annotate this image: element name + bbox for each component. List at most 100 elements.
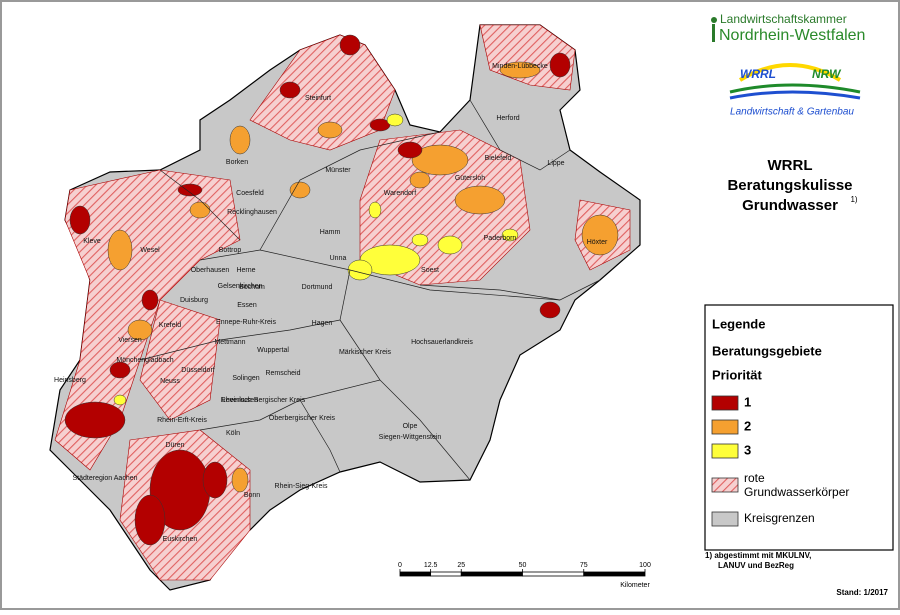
- logo-wave-blue: [729, 90, 861, 100]
- district-label: Bonn: [244, 492, 260, 499]
- district-boundaries: [139, 99, 601, 481]
- district-label: Duisburg: [180, 297, 208, 304]
- district-label: Olpe: [403, 423, 418, 430]
- logo-nrw-text: NRW: [812, 67, 842, 81]
- title-line3: Grundwasser: [742, 197, 838, 214]
- district-label: Städteregion Aachen: [73, 475, 138, 482]
- scale-segment: [460, 571, 523, 577]
- scale-unit: Kilometer: [620, 582, 650, 589]
- district-label: Soest: [421, 267, 439, 274]
- legend-heading: Legende: [712, 316, 765, 331]
- district-label: Viersen: [118, 337, 142, 344]
- legend-swatch: [711, 443, 739, 459]
- district-label: Köln: [226, 430, 240, 437]
- scale-tick-label: 0: [398, 562, 402, 569]
- district-label: Minden-Lübbecke: [492, 63, 548, 70]
- district-label: Coesfeld: [236, 190, 264, 197]
- district-label: Kleve: [83, 238, 101, 245]
- district-label: Siegen-Wittgenstein: [379, 434, 442, 441]
- legend-swatch: [711, 395, 739, 411]
- scale-tick-label: 100: [639, 562, 651, 569]
- district-label: Oberbergischer Kreis: [269, 415, 336, 422]
- scale-tick-label: 25: [457, 562, 465, 569]
- district-label: Essen: [237, 302, 257, 309]
- district-label: Bochum: [239, 284, 265, 291]
- map: Minden-Lübbecke Herford Lippe Bielefeld Güte…: [49, 24, 641, 591]
- district-label: Düren: [165, 442, 184, 449]
- district-label: Dortmund: [302, 284, 333, 291]
- legend-label-line: Grundwasserkörper: [744, 485, 849, 499]
- stand: Stand: 1/2017: [836, 588, 888, 597]
- logo-tagline: Landwirtschaft & Gartenbau: [730, 107, 854, 118]
- district-label: Herne: [236, 267, 255, 274]
- district-label: Münster: [325, 167, 351, 174]
- district-label: Mönchengladbach: [116, 357, 173, 364]
- scale-tick-label: 12.5: [424, 562, 438, 569]
- district-label: Remscheid: [265, 370, 300, 377]
- legend: Legende Beratungsgebiete Priorität 1 2 3 ro…: [704, 304, 894, 551]
- district-label: Rhein-Erft-Kreis: [157, 417, 207, 424]
- title-line1: WRRL: [768, 157, 813, 174]
- district-label: Bielefeld: [485, 155, 512, 162]
- district-label: Hagen: [312, 320, 333, 327]
- district-label: Oberhausen: [191, 267, 230, 274]
- district-label: Hochsauerlandkreis: [411, 339, 473, 346]
- title: WRRL Beratungskulisse Grundwasser 1): [727, 157, 857, 214]
- scale-bar: 0 12.5 25 50 75 100 Kilometer: [398, 562, 651, 589]
- district-label: Gelsenkirchen: [218, 283, 263, 290]
- district-label: Leverkusen: [222, 397, 258, 404]
- legend-label: Kreisgrenzen: [744, 511, 815, 525]
- logo-arc: [738, 63, 842, 82]
- logo-dot: [711, 17, 717, 23]
- district-label: Recklinghausen: [227, 209, 277, 216]
- district-label: Lippe: [547, 160, 564, 167]
- legend-subheading: Beratungsgebiete: [712, 343, 822, 358]
- district-label: Solingen: [232, 375, 259, 382]
- scale-tick-label: 50: [519, 562, 527, 569]
- scale-segment: [430, 571, 462, 577]
- priority-2-areas: [107, 61, 619, 493]
- footnote-line2: LANUV und BezReg: [718, 561, 794, 570]
- district-label: Gütersloh: [455, 175, 485, 182]
- district-label: Warendorf: [384, 190, 416, 197]
- district-label: Rheinisch-Bergischer Kreis: [221, 397, 306, 404]
- legend-priority: Priorität: [712, 367, 763, 382]
- legend-swatch: [711, 511, 739, 527]
- legend-label: 2: [744, 418, 751, 433]
- title-footnote-mark: 1): [850, 195, 857, 204]
- legend-label: 1: [744, 394, 751, 409]
- district-label: Neuss: [160, 378, 180, 385]
- district-label: Bottrop: [219, 247, 242, 254]
- footnote-line1: 1) abgestimmt mit MKULNV,: [705, 551, 811, 560]
- title-line2: Beratungskulisse: [727, 177, 852, 194]
- district-label: Paderborn: [484, 235, 517, 242]
- scale-segment: [522, 571, 585, 577]
- logo-org-line2: Nordrhein-Westfalen: [719, 27, 865, 44]
- legend-label-line: rote: [744, 471, 765, 485]
- logo-lwk: Landwirtschaftskammer Nordrhein-Westfale…: [711, 12, 865, 44]
- legend-swatch: [711, 419, 739, 435]
- legend-swatch: [711, 477, 739, 493]
- footnote: 1) abgestimmt mit MKULNV, LANUV und BezR…: [705, 551, 811, 570]
- scale-segment: [583, 571, 646, 577]
- district-label: Mettmann: [214, 339, 245, 346]
- district-label: Unna: [330, 255, 347, 262]
- district-label: Herford: [496, 115, 519, 122]
- logo-org-line1: Landwirtschaftskammer: [720, 12, 847, 26]
- legend-label: rote Grundwasserkörper: [744, 471, 849, 499]
- scale-tick-label: 75: [580, 562, 588, 569]
- scale-segment: [399, 571, 432, 577]
- district-label: Krefeld: [159, 322, 181, 329]
- logo-wrrl-text: WRRL: [740, 67, 776, 81]
- district-label: Hamm: [320, 229, 341, 236]
- district-label: Ennepe-Ruhr-Kreis: [216, 319, 276, 326]
- district-label: Heinsberg: [54, 377, 86, 384]
- logo-wrrl: WRRL NRW Landwirtschaft & Gartenbau: [729, 63, 861, 118]
- logo-bar: [712, 24, 715, 42]
- district-label: Borken: [226, 159, 248, 166]
- legend-label: 3: [744, 442, 751, 457]
- priority-1-areas: [64, 34, 571, 546]
- priority-3-areas: [113, 113, 519, 406]
- district-label: Düsseldorf: [181, 367, 215, 374]
